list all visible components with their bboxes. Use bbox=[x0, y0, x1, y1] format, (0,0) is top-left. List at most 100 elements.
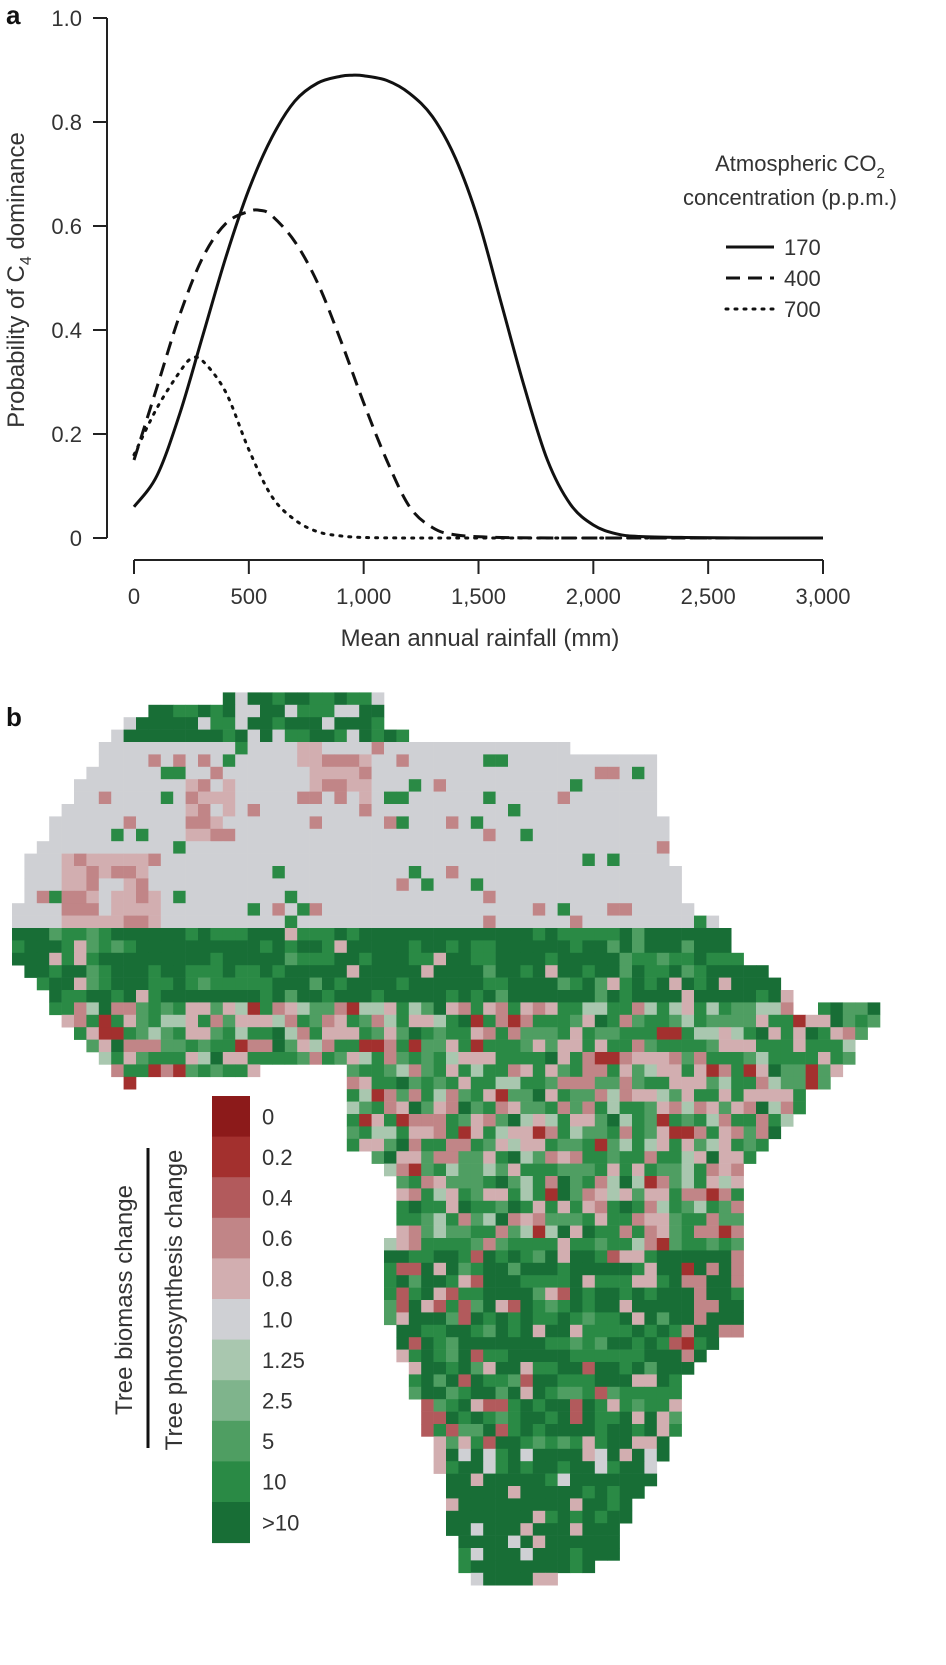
map-cell bbox=[694, 1300, 707, 1313]
map-cell bbox=[98, 915, 112, 929]
map-cell bbox=[669, 1064, 682, 1078]
map-cell bbox=[632, 828, 645, 842]
map-cell bbox=[272, 952, 286, 966]
map-cell bbox=[632, 1163, 645, 1177]
map-cell bbox=[111, 1064, 124, 1078]
map-cell bbox=[49, 952, 62, 966]
map-cell bbox=[570, 1473, 583, 1487]
map-cell bbox=[607, 965, 620, 978]
map-cell bbox=[61, 853, 75, 867]
map-cell bbox=[594, 1238, 608, 1251]
map-cell bbox=[570, 853, 583, 867]
x-tick-label: 0 bbox=[128, 584, 140, 609]
map-cell bbox=[309, 692, 323, 706]
map-cell bbox=[396, 915, 410, 929]
map-cell bbox=[656, 1275, 670, 1288]
map-cell bbox=[594, 1039, 608, 1053]
map-cell bbox=[272, 903, 286, 916]
map-cell bbox=[508, 1101, 521, 1115]
map-cell bbox=[520, 1510, 534, 1524]
map-cell bbox=[371, 952, 385, 966]
map-cell bbox=[123, 890, 137, 904]
colorbar-label: 5 bbox=[262, 1429, 274, 1454]
map-cell bbox=[421, 791, 434, 805]
map-cell bbox=[272, 853, 286, 867]
map-cell bbox=[247, 866, 261, 879]
map-cell bbox=[594, 779, 608, 792]
map-cell bbox=[371, 915, 385, 929]
map-cell bbox=[694, 1138, 707, 1152]
map-cell bbox=[495, 1064, 509, 1078]
map-cell bbox=[74, 977, 87, 991]
map-cell bbox=[247, 878, 261, 892]
map-cell bbox=[594, 1337, 608, 1350]
map-cell bbox=[756, 1101, 769, 1115]
map-cell bbox=[408, 853, 422, 867]
map-cell bbox=[545, 1052, 558, 1065]
map-cell bbox=[545, 1287, 558, 1301]
map-cell bbox=[297, 1002, 310, 1016]
map-cell bbox=[632, 1052, 645, 1065]
map-cell bbox=[408, 1312, 422, 1326]
map-cell bbox=[322, 952, 335, 966]
map-cell bbox=[173, 853, 186, 867]
map-cell bbox=[644, 791, 658, 805]
map-cell bbox=[408, 1027, 422, 1040]
map-cell bbox=[520, 1163, 534, 1177]
map-cell bbox=[123, 1052, 137, 1065]
map-cell bbox=[198, 1002, 211, 1016]
map-cell bbox=[495, 977, 509, 991]
colorbar-label: 10 bbox=[262, 1470, 286, 1495]
map-cell bbox=[582, 866, 596, 879]
map-cell bbox=[433, 1411, 447, 1425]
map-cell bbox=[433, 742, 447, 755]
map-cell bbox=[148, 1052, 162, 1065]
map-cell bbox=[272, 1014, 286, 1028]
map-cell bbox=[210, 779, 224, 792]
map-cell bbox=[384, 766, 397, 780]
map-cell bbox=[359, 1138, 372, 1152]
map-cell bbox=[235, 1039, 248, 1053]
map-cell bbox=[458, 1486, 472, 1499]
map-cell bbox=[681, 1114, 695, 1127]
map-cell bbox=[644, 1461, 658, 1474]
map-cell bbox=[458, 1089, 472, 1102]
map-cell bbox=[173, 915, 186, 929]
map-cell bbox=[557, 1262, 571, 1276]
map-cell bbox=[656, 1101, 670, 1115]
map-cell bbox=[557, 828, 571, 842]
map-cell bbox=[495, 1027, 509, 1040]
map-cell bbox=[136, 804, 149, 817]
map-cell bbox=[545, 1448, 558, 1462]
map-cell bbox=[570, 1300, 583, 1313]
map-cell bbox=[532, 1386, 546, 1400]
legend: Atmospheric CO2 concentration (p.p.m.) 1… bbox=[683, 151, 897, 322]
map-cell bbox=[359, 742, 372, 755]
map-cell bbox=[508, 1486, 521, 1499]
map-cell bbox=[706, 915, 720, 929]
map-cell bbox=[582, 965, 596, 978]
map-cell bbox=[656, 1027, 670, 1040]
map-cell bbox=[483, 1312, 496, 1326]
map-cell bbox=[260, 1027, 273, 1040]
map-cell bbox=[508, 1238, 521, 1251]
map-cell bbox=[371, 1089, 385, 1102]
map-cell bbox=[111, 766, 124, 780]
map-cell bbox=[446, 816, 459, 830]
map-cell bbox=[297, 729, 310, 743]
map-cell bbox=[619, 1411, 633, 1425]
map-cell bbox=[309, 878, 323, 892]
map-cell bbox=[470, 816, 484, 830]
map-cell bbox=[743, 1138, 757, 1152]
map-cell bbox=[619, 1386, 633, 1400]
map-cell bbox=[545, 1374, 558, 1388]
map-cell bbox=[756, 965, 769, 978]
map-cell bbox=[644, 1101, 658, 1115]
map-cell bbox=[545, 1076, 558, 1090]
map-cell bbox=[24, 878, 38, 892]
x-tick-label: 1,000 bbox=[336, 584, 391, 609]
map-cell bbox=[520, 1126, 534, 1140]
map-cell bbox=[74, 1027, 87, 1040]
map-cell bbox=[61, 816, 75, 830]
map-cell bbox=[470, 1424, 484, 1437]
